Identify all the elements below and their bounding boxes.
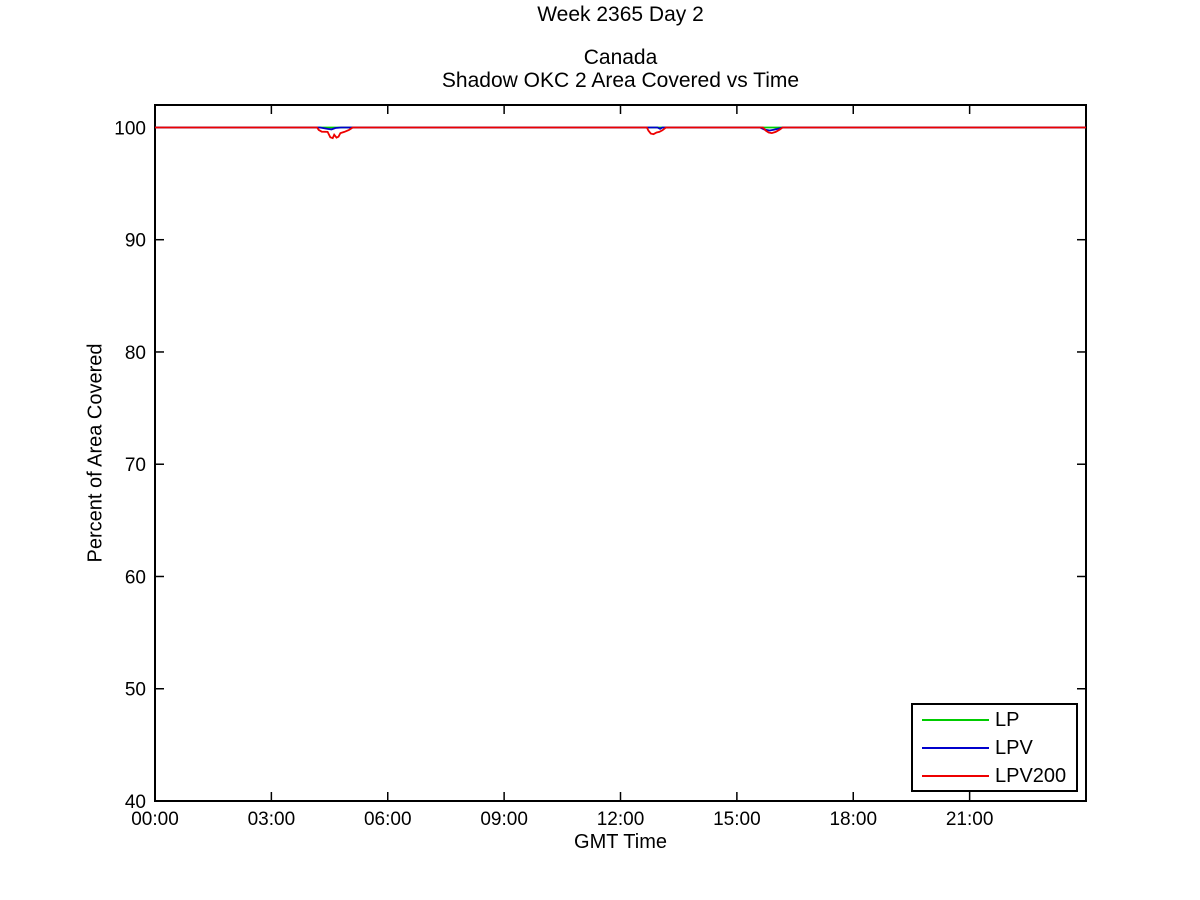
plot-box xyxy=(154,104,1087,802)
x-tick-label: 12:00 xyxy=(597,809,645,830)
x-tick-label: 00:00 xyxy=(131,809,179,830)
x-tick-label: 03:00 xyxy=(248,809,296,830)
legend-label-lp: LP xyxy=(995,708,1020,731)
legend-label-lpv200: LPV200 xyxy=(995,764,1067,787)
y-tick-label: 100 xyxy=(114,118,146,139)
y-tick-label: 70 xyxy=(125,455,146,476)
legend: LP LPV LPV200 xyxy=(911,703,1078,792)
x-tick-label: 21:00 xyxy=(946,809,994,830)
y-tick-label: 80 xyxy=(125,343,146,364)
legend-line-lpv200 xyxy=(922,774,989,777)
y-tick-label: 60 xyxy=(125,567,146,588)
x-tick-label: 15:00 xyxy=(713,809,761,830)
x-tick-label: 09:00 xyxy=(480,809,528,830)
legend-line-lp xyxy=(922,718,989,721)
legend-item-lpv200: LPV200 xyxy=(913,762,1076,789)
chart-title-line1: Canada xyxy=(583,46,658,69)
legend-label-lpv: LPV xyxy=(995,736,1033,759)
x-axis-label: GMT Time xyxy=(574,831,667,853)
y-tick-label: 40 xyxy=(125,792,146,813)
x-tick-label: 06:00 xyxy=(364,809,412,830)
y-tick-label: 90 xyxy=(125,231,146,252)
x-tick-label: 18:00 xyxy=(829,809,877,830)
series-line-lpv xyxy=(155,126,1086,132)
series-line-lpv200 xyxy=(155,126,1086,140)
chart-title-line2: Shadow OKC 2 Area Covered vs Time xyxy=(441,69,800,92)
legend-item-lpv: LPV xyxy=(913,734,1076,761)
legend-item-lp: LP xyxy=(913,706,1076,733)
y-tick-label: 50 xyxy=(125,680,146,701)
legend-line-lpv xyxy=(922,746,989,749)
figure-suptitle: Week 2365 Day 2 xyxy=(537,3,704,26)
